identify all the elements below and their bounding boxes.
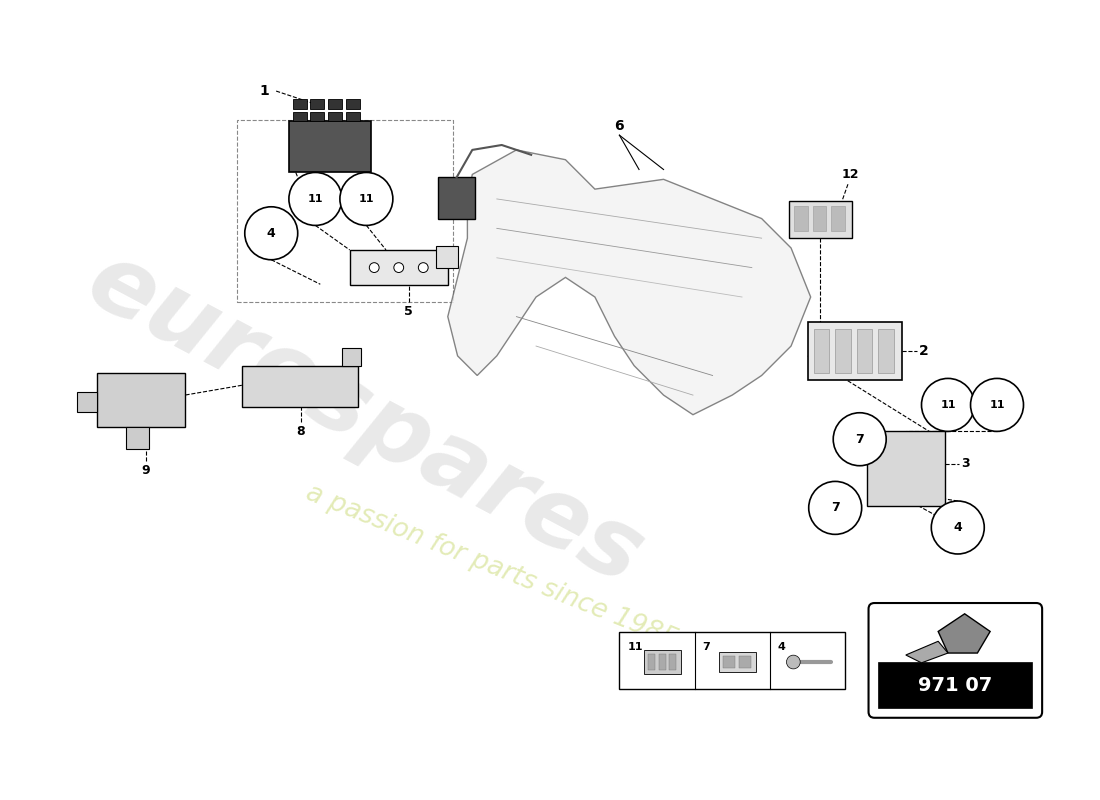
Polygon shape	[867, 431, 945, 506]
Polygon shape	[342, 348, 362, 366]
Text: 971 07: 971 07	[918, 676, 992, 695]
Polygon shape	[436, 246, 458, 267]
Circle shape	[394, 262, 404, 273]
Polygon shape	[350, 250, 448, 286]
FancyBboxPatch shape	[310, 112, 324, 122]
Text: 4: 4	[778, 642, 785, 652]
FancyBboxPatch shape	[289, 122, 372, 173]
Text: 7: 7	[703, 642, 711, 652]
FancyBboxPatch shape	[438, 178, 475, 218]
Text: 9: 9	[142, 464, 150, 477]
Text: 11: 11	[308, 194, 323, 204]
FancyBboxPatch shape	[310, 99, 324, 109]
FancyBboxPatch shape	[670, 654, 676, 670]
Text: 3: 3	[960, 458, 969, 470]
FancyBboxPatch shape	[293, 112, 307, 122]
Text: 11: 11	[627, 642, 642, 652]
Text: 4: 4	[954, 521, 962, 534]
Polygon shape	[97, 373, 185, 427]
FancyBboxPatch shape	[835, 330, 851, 373]
Circle shape	[370, 262, 379, 273]
Circle shape	[970, 378, 1023, 431]
Polygon shape	[126, 427, 148, 449]
Circle shape	[808, 482, 861, 534]
Circle shape	[932, 501, 984, 554]
FancyBboxPatch shape	[345, 99, 360, 109]
FancyBboxPatch shape	[814, 330, 829, 373]
FancyBboxPatch shape	[644, 650, 681, 674]
Text: eurospares: eurospares	[72, 234, 658, 605]
FancyBboxPatch shape	[659, 654, 666, 670]
Text: 11: 11	[940, 400, 956, 410]
Text: 7: 7	[856, 433, 865, 446]
FancyBboxPatch shape	[328, 112, 342, 122]
FancyBboxPatch shape	[807, 322, 902, 380]
Text: 1: 1	[260, 84, 270, 98]
FancyBboxPatch shape	[648, 654, 654, 670]
Circle shape	[418, 262, 428, 273]
Polygon shape	[242, 366, 358, 407]
Polygon shape	[905, 642, 948, 663]
Circle shape	[922, 378, 975, 431]
Text: a passion for parts since 1985: a passion for parts since 1985	[302, 480, 682, 654]
FancyBboxPatch shape	[869, 603, 1042, 718]
Text: 6: 6	[615, 119, 624, 134]
Polygon shape	[448, 150, 811, 414]
FancyBboxPatch shape	[813, 206, 826, 231]
FancyBboxPatch shape	[328, 99, 342, 109]
Text: 11: 11	[359, 194, 374, 204]
Circle shape	[340, 173, 393, 226]
FancyBboxPatch shape	[789, 201, 851, 238]
FancyBboxPatch shape	[723, 656, 735, 668]
Circle shape	[786, 655, 800, 669]
Polygon shape	[938, 614, 990, 653]
FancyBboxPatch shape	[719, 652, 757, 672]
FancyBboxPatch shape	[878, 330, 894, 373]
FancyBboxPatch shape	[619, 633, 845, 690]
FancyBboxPatch shape	[794, 206, 807, 231]
Polygon shape	[77, 392, 97, 412]
FancyBboxPatch shape	[345, 112, 360, 122]
FancyBboxPatch shape	[739, 656, 750, 668]
Polygon shape	[847, 431, 867, 454]
Text: 7: 7	[830, 502, 839, 514]
Text: 11: 11	[989, 400, 1004, 410]
Text: 2: 2	[918, 344, 928, 358]
FancyBboxPatch shape	[832, 206, 845, 231]
FancyBboxPatch shape	[293, 99, 307, 109]
FancyBboxPatch shape	[857, 330, 872, 373]
Circle shape	[245, 206, 298, 260]
Circle shape	[289, 173, 342, 226]
Text: 12: 12	[843, 168, 859, 182]
FancyBboxPatch shape	[878, 662, 1032, 708]
Text: 4: 4	[267, 226, 276, 240]
Text: 8: 8	[296, 425, 305, 438]
Text: 5: 5	[404, 305, 412, 318]
Circle shape	[833, 413, 887, 466]
